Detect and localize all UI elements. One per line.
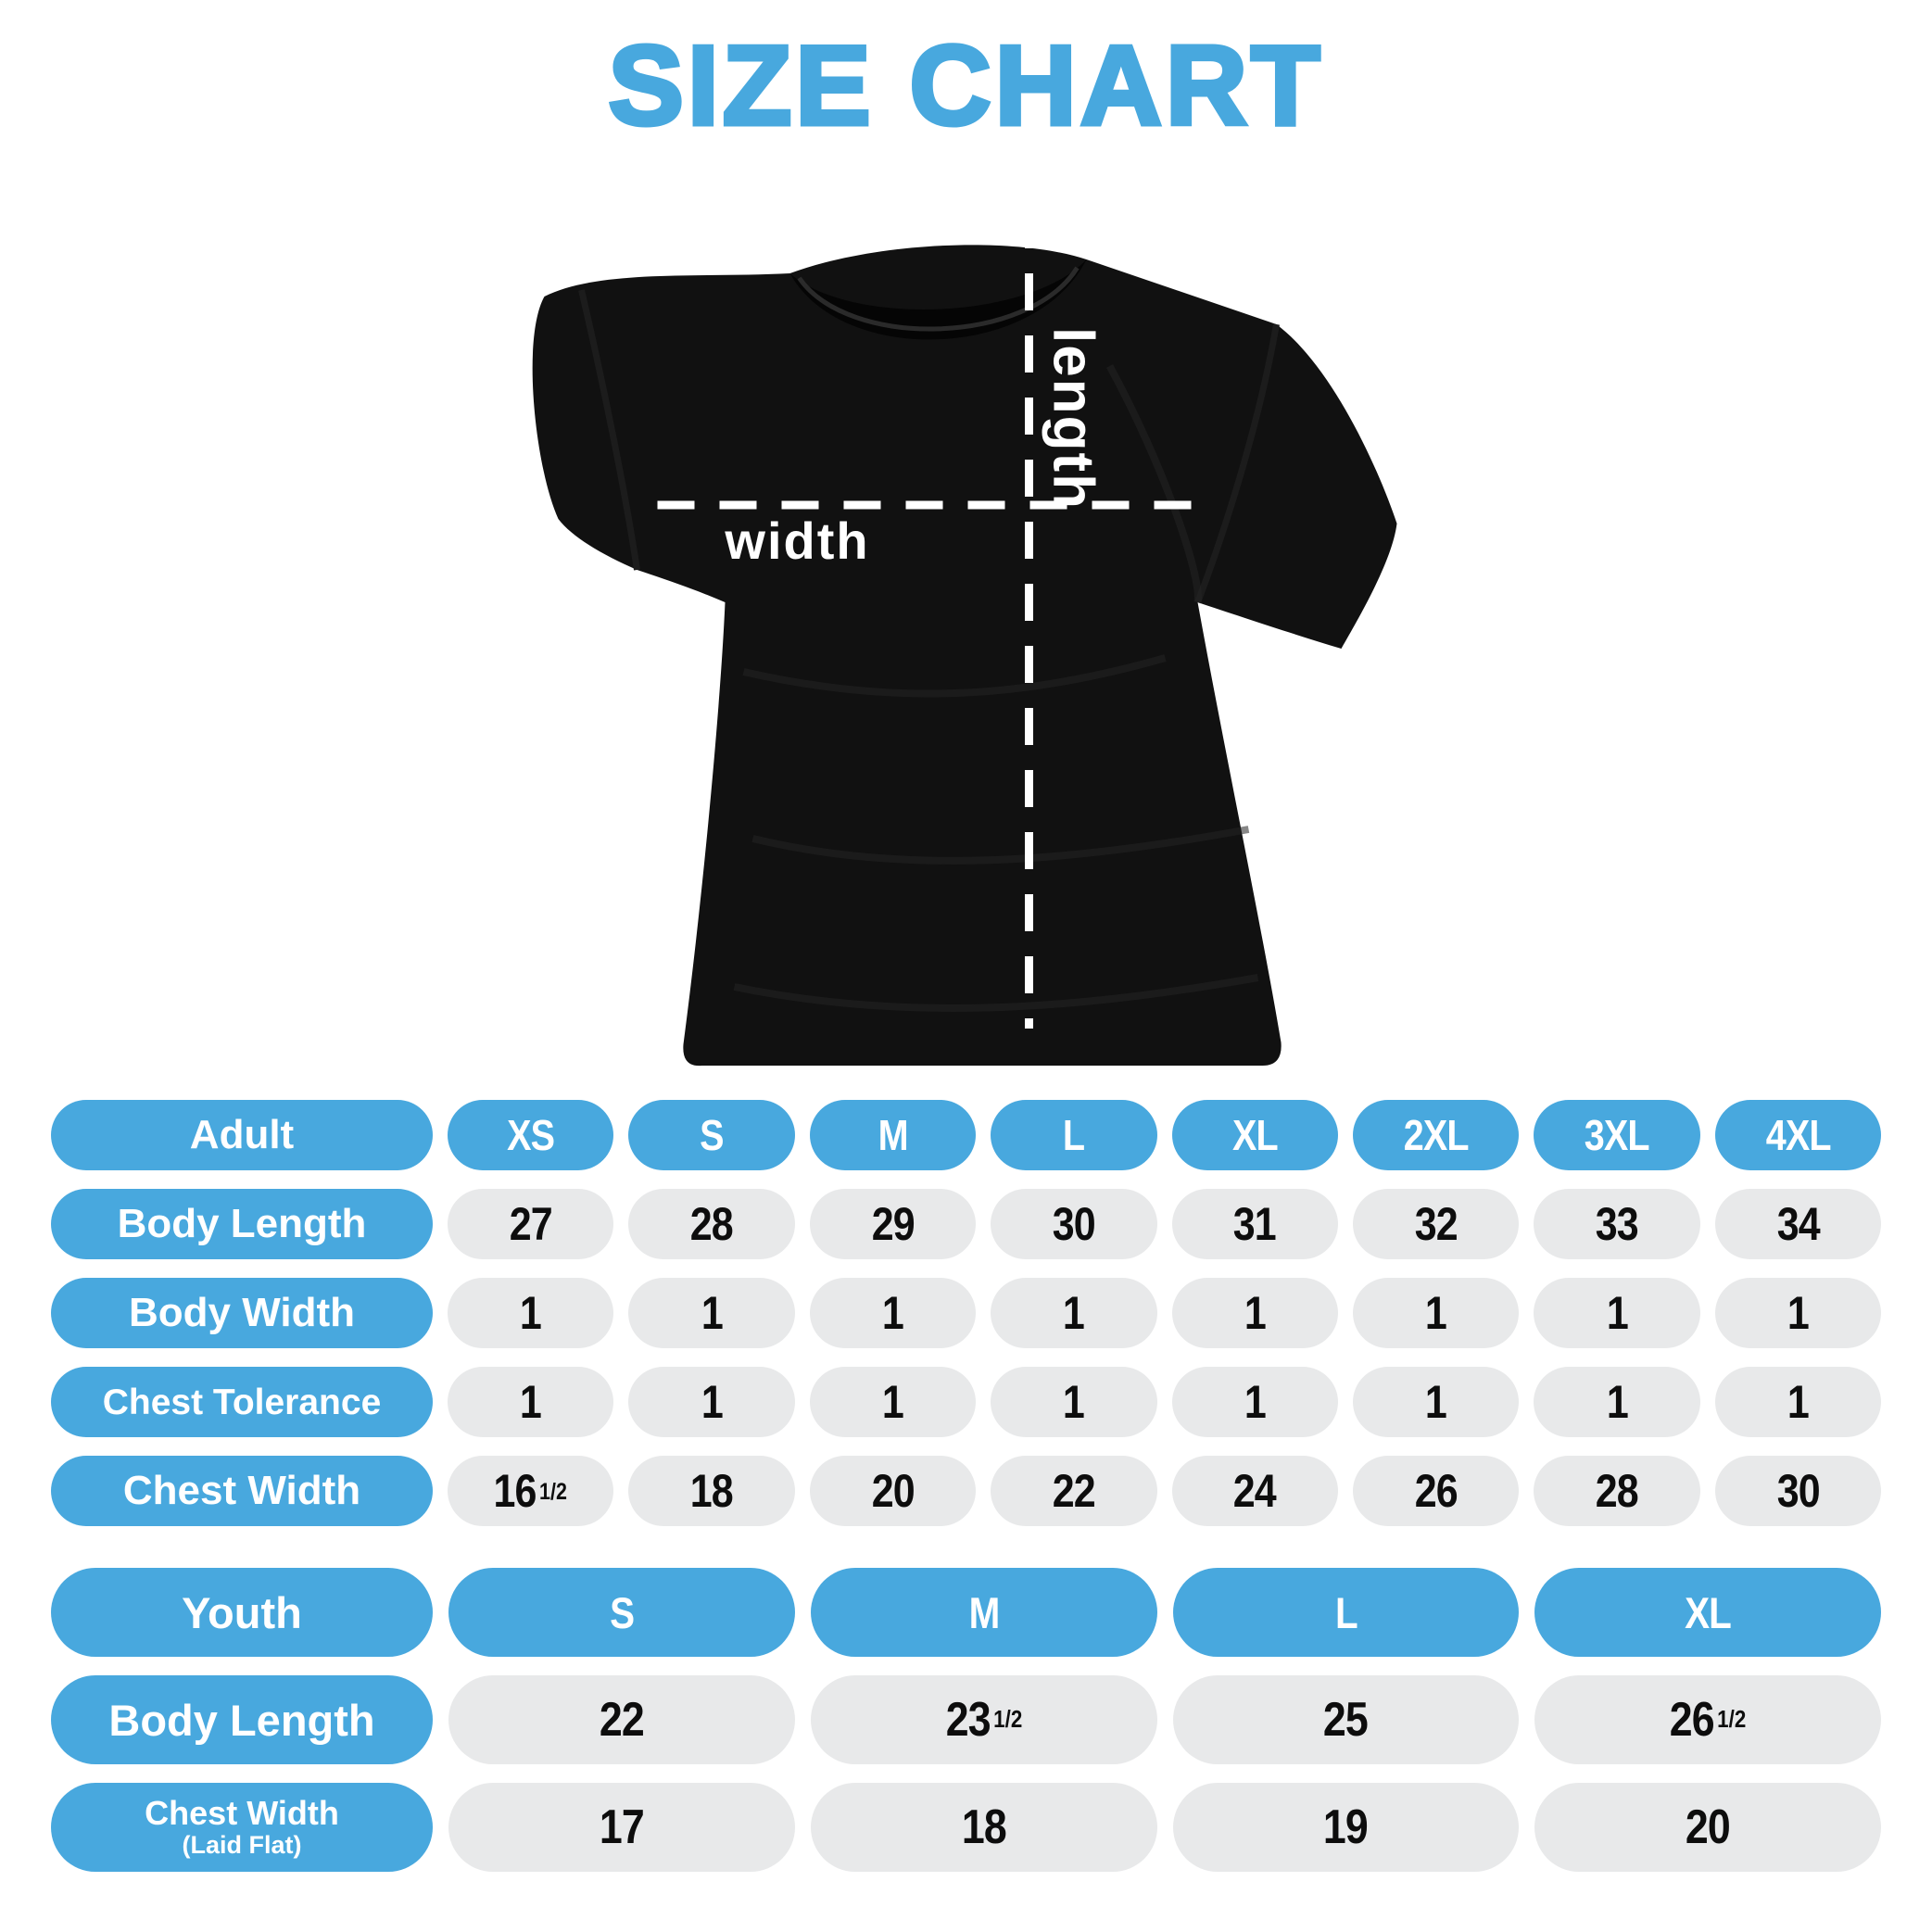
- tshirt-silhouette: [532, 245, 1397, 1067]
- adult-cell-body-length-m: 29: [809, 1189, 977, 1259]
- width-label: width: [724, 511, 869, 570]
- adult-header-4xl: 4XL: [1714, 1100, 1881, 1170]
- adult-cell-body-length-2xl: 32: [1352, 1189, 1520, 1259]
- adult-size-table: Adult XS S M L XL 2XL 3XL 4XL Body Length 27 28 29 30…: [51, 1100, 1881, 1526]
- adult-cell-chest-width-4xl: 30: [1714, 1456, 1881, 1526]
- adult-cell-chest-width-m: 20: [809, 1456, 977, 1526]
- tshirt-figure: length width: [514, 190, 1427, 1075]
- adult-header-s: S: [628, 1100, 795, 1170]
- adult-cell-body-length-s: 28: [628, 1189, 795, 1259]
- collar-rib-seam: [797, 266, 1080, 332]
- adult-cell-body-width-3xl: 1: [1534, 1278, 1700, 1348]
- youth-size-table: Youth S M L XL Body Length 22 23 1/2 25 26 1/2 Chest…: [51, 1568, 1881, 1872]
- youth-cell-body-length-l: 25: [1172, 1675, 1520, 1764]
- adult-cell-body-length-3xl: 33: [1534, 1189, 1700, 1259]
- adult-header-xl: XL: [1171, 1100, 1338, 1170]
- youth-cell-chest-width-m: 18: [810, 1783, 1157, 1872]
- youth-row-label-chest-width: Chest Width (Laid Flat): [51, 1783, 433, 1872]
- youth-header-youth: Youth: [51, 1568, 433, 1657]
- right-sleeve-seam: [1194, 323, 1280, 604]
- adult-cell-chest-width-3xl: 28: [1534, 1456, 1700, 1526]
- adult-row-label-body-width: Body Width: [51, 1278, 433, 1348]
- adult-cell-body-width-xs: 1: [448, 1278, 614, 1348]
- adult-cell-chest-width-l: 22: [991, 1456, 1157, 1526]
- adult-cell-chest-tolerance-s: 1: [628, 1367, 795, 1437]
- page-title: SIZE CHART: [606, 20, 1324, 151]
- youth-cell-chest-width-l: 19: [1172, 1783, 1520, 1872]
- adult-cell-chest-tolerance-xl: 1: [1171, 1367, 1338, 1437]
- adult-cell-chest-tolerance-xs: 1: [448, 1367, 614, 1437]
- adult-cell-chest-tolerance-l: 1: [991, 1367, 1157, 1437]
- adult-cell-chest-tolerance-3xl: 1: [1534, 1367, 1700, 1437]
- adult-cell-body-width-2xl: 1: [1352, 1278, 1520, 1348]
- length-label: length: [1042, 327, 1105, 511]
- adult-cell-body-length-l: 30: [991, 1189, 1157, 1259]
- adult-cell-chest-tolerance-4xl: 1: [1714, 1367, 1881, 1437]
- adult-cell-body-width-s: 1: [628, 1278, 795, 1348]
- left-sleeve-seam: [578, 289, 640, 571]
- youth-header-s: S: [448, 1568, 795, 1657]
- youth-header-xl: XL: [1534, 1568, 1881, 1657]
- youth-header-m: M: [810, 1568, 1157, 1657]
- adult-cell-chest-tolerance-2xl: 1: [1352, 1367, 1520, 1437]
- youth-cell-chest-width-xl: 20: [1534, 1783, 1881, 1872]
- adult-header-xs: XS: [448, 1100, 614, 1170]
- adult-cell-chest-width-xs: 16 1/2: [448, 1456, 614, 1526]
- tshirt-graphic: length width: [532, 211, 1397, 1067]
- adult-cell-body-width-l: 1: [991, 1278, 1157, 1348]
- adult-cell-chest-tolerance-m: 1: [809, 1367, 977, 1437]
- wrinkles: [733, 364, 1259, 1012]
- adult-header-adult: Adult: [51, 1100, 433, 1170]
- adult-header-3xl: 3XL: [1534, 1100, 1700, 1170]
- adult-row-label-chest-tolerance: Chest Tolerance: [51, 1367, 433, 1437]
- youth-header-l: L: [1172, 1568, 1520, 1657]
- adult-cell-body-length-4xl: 34: [1714, 1189, 1881, 1259]
- adult-header-2xl: 2XL: [1352, 1100, 1520, 1170]
- adult-cell-body-width-xl: 1: [1171, 1278, 1338, 1348]
- adult-cell-body-length-xs: 27: [448, 1189, 614, 1259]
- adult-cell-body-length-xl: 31: [1171, 1189, 1338, 1259]
- youth-cell-body-length-s: 22: [448, 1675, 795, 1764]
- youth-row-label-body-length: Body Length: [51, 1675, 433, 1764]
- adult-cell-body-width-m: 1: [809, 1278, 977, 1348]
- adult-cell-body-width-4xl: 1: [1714, 1278, 1881, 1348]
- adult-cell-chest-width-s: 18: [628, 1456, 795, 1526]
- adult-row-label-chest-width: Chest Width: [51, 1456, 433, 1526]
- adult-cell-chest-width-2xl: 26: [1352, 1456, 1520, 1526]
- adult-header-l: L: [991, 1100, 1157, 1170]
- adult-cell-chest-width-xl: 24: [1171, 1456, 1338, 1526]
- adult-header-m: M: [809, 1100, 977, 1170]
- youth-cell-body-length-m: 23 1/2: [810, 1675, 1157, 1764]
- adult-row-label-body-length: Body Length: [51, 1189, 433, 1259]
- youth-cell-body-length-xl: 26 1/2: [1534, 1675, 1881, 1764]
- youth-cell-chest-width-s: 17: [448, 1783, 795, 1872]
